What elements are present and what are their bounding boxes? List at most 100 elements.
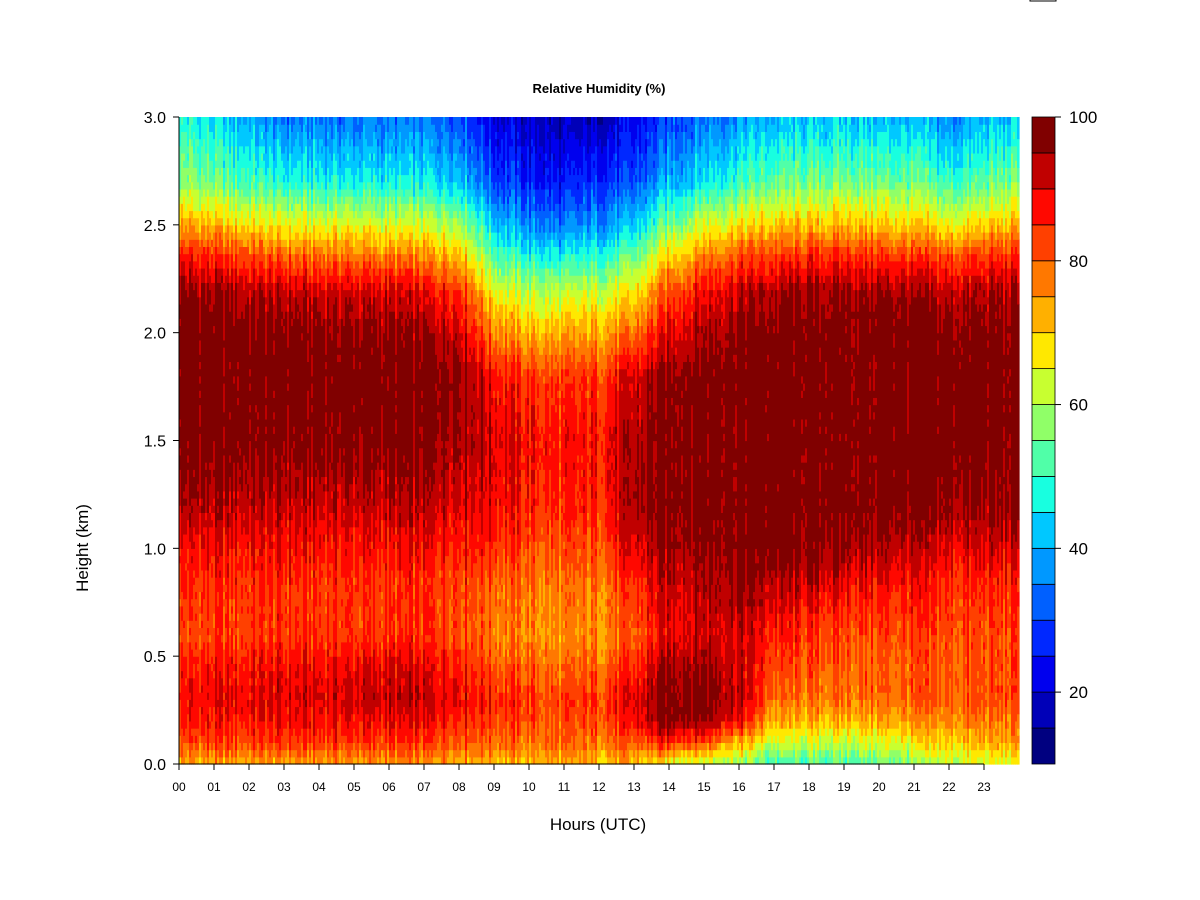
heatmap-cell xyxy=(309,275,312,283)
heatmap-cell xyxy=(319,483,322,521)
heatmap-cell xyxy=(263,160,266,176)
heatmap-cell xyxy=(489,505,492,542)
heatmap-cell xyxy=(225,699,228,708)
heatmap-cell xyxy=(227,282,230,506)
heatmap-cell xyxy=(311,246,314,262)
heatmap-cell xyxy=(205,663,208,722)
heatmap-cell xyxy=(333,728,336,751)
heatmap-cell xyxy=(387,375,390,391)
heatmap-cell xyxy=(285,267,288,283)
heatmap-cell xyxy=(459,756,462,765)
heatmap-cell xyxy=(207,684,210,693)
heatmap-cell xyxy=(335,569,338,578)
heatmap-cell xyxy=(425,706,428,729)
heatmap-cell xyxy=(407,490,410,521)
heatmap-cell xyxy=(499,598,502,607)
heatmap-cell xyxy=(209,462,212,470)
heatmap-cell xyxy=(509,217,512,247)
heatmap-cell xyxy=(487,426,490,434)
heatmap-cell xyxy=(231,181,234,197)
heatmap-cell xyxy=(187,447,190,456)
heatmap-cell xyxy=(443,174,446,190)
heatmap-cell xyxy=(291,311,294,319)
heatmap-cell xyxy=(281,224,284,240)
heatmap-cell xyxy=(253,648,256,722)
heatmap-cell xyxy=(505,354,508,384)
heatmap-cell xyxy=(265,282,268,298)
heatmap-cell xyxy=(413,332,416,341)
heatmap-cell xyxy=(467,548,470,557)
heatmap-cell xyxy=(451,447,454,456)
heatmap-cell xyxy=(387,339,390,377)
heatmap-cell xyxy=(469,138,472,147)
heatmap-cell xyxy=(249,375,252,384)
heatmap-cell xyxy=(329,188,332,212)
heatmap-cell xyxy=(425,303,428,319)
heatmap-cell xyxy=(455,347,458,463)
heatmap-cell xyxy=(277,253,280,276)
heatmap-cell xyxy=(379,577,382,585)
heatmap-cell xyxy=(441,117,444,125)
heatmap-cell xyxy=(383,670,386,679)
heatmap-cell xyxy=(229,462,232,478)
heatmap-cell xyxy=(461,735,464,751)
heatmap-cell xyxy=(263,605,266,614)
heatmap-cell xyxy=(447,469,450,506)
heatmap-cell xyxy=(287,124,290,140)
heatmap-cell xyxy=(251,174,254,183)
heatmap-cell xyxy=(315,577,318,607)
heatmap-cell xyxy=(459,505,462,513)
heatmap-cell xyxy=(319,548,322,585)
heatmap-cell xyxy=(295,469,298,478)
heatmap-cell xyxy=(401,203,404,219)
heatmap-cell xyxy=(273,339,276,355)
heatmap-cell xyxy=(253,577,256,585)
heatmap-cell xyxy=(291,275,294,291)
heatmap-cell xyxy=(505,224,508,247)
heatmap-cell xyxy=(371,325,374,334)
heatmap-cell xyxy=(309,181,312,190)
heatmap-cell xyxy=(291,447,294,499)
heatmap-cell xyxy=(301,196,304,212)
heatmap-cell xyxy=(455,289,458,312)
heatmap-cell xyxy=(299,735,302,758)
heatmap-cell xyxy=(185,656,188,679)
heatmap-cell xyxy=(245,483,248,535)
heatmap-cell xyxy=(317,188,320,197)
heatmap-cell xyxy=(505,131,508,161)
heatmap-cell xyxy=(457,167,460,190)
heatmap-cell xyxy=(453,526,456,578)
heatmap-cell xyxy=(483,188,486,197)
heatmap-cell xyxy=(345,555,348,593)
heatmap-cell xyxy=(431,663,434,722)
heatmap-cell xyxy=(483,339,486,377)
heatmap-cell xyxy=(307,426,310,434)
heatmap-cell xyxy=(187,469,190,521)
heatmap-cell xyxy=(351,138,354,176)
heatmap-cell xyxy=(239,569,242,664)
heatmap-cell xyxy=(481,677,484,686)
heatmap-cell xyxy=(425,670,428,708)
heatmap-cell xyxy=(323,749,326,758)
heatmap-cell xyxy=(509,577,512,650)
heatmap-cell xyxy=(291,584,294,650)
heatmap-cell xyxy=(263,246,266,255)
heatmap-cell xyxy=(477,260,480,276)
heatmap-cell xyxy=(345,663,348,672)
heatmap-cell xyxy=(245,196,248,204)
heatmap-cell xyxy=(339,627,342,657)
heatmap-cell xyxy=(355,699,358,708)
heatmap-cell xyxy=(371,152,374,161)
heatmap-cell xyxy=(191,124,194,140)
heatmap-cell xyxy=(309,720,312,729)
heatmap-cell xyxy=(467,699,470,708)
heatmap-cell xyxy=(391,742,394,758)
heatmap-cell xyxy=(395,404,398,413)
heatmap-cell xyxy=(481,656,484,679)
heatmap-cell xyxy=(439,246,442,255)
heatmap-cell xyxy=(349,267,352,291)
heatmap-cell xyxy=(287,469,290,499)
heatmap-cell xyxy=(299,289,302,312)
heatmap-cell xyxy=(205,282,208,305)
heatmap-cell xyxy=(369,728,372,751)
